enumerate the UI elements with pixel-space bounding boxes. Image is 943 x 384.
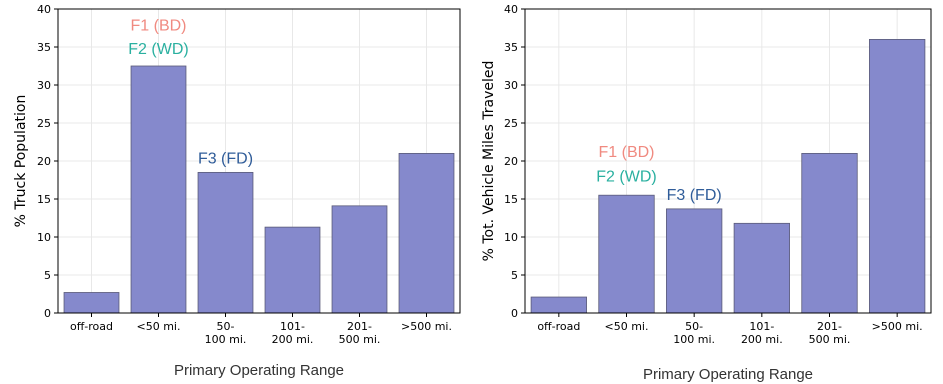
bar — [733, 222, 790, 314]
annotation-label: F3 (FD) — [667, 187, 722, 204]
bar — [63, 292, 120, 314]
y-tick-label: 30 — [37, 79, 51, 92]
bar — [331, 205, 388, 314]
y-tick-label: 25 — [37, 117, 51, 130]
y-tick-label: 40 — [504, 3, 518, 16]
y-tick-label: 0 — [44, 307, 51, 320]
y-tick-label: 5 — [511, 269, 518, 282]
y-tick-label: 0 — [511, 307, 518, 320]
annotation-label: F1 (BD) — [131, 17, 187, 34]
y-tick-label: 15 — [37, 193, 51, 206]
x-tick-label: >500 mi. — [872, 320, 923, 333]
y-axis-title: % Tot. Vehicle Miles Traveled — [481, 61, 497, 262]
y-tick-label: 35 — [37, 41, 51, 54]
x-tick-label: off-road — [537, 320, 580, 333]
x-tick-label: 101-200 mi. — [741, 320, 783, 346]
bar — [530, 296, 587, 314]
bar — [264, 226, 321, 314]
x-tick-label: off-road — [70, 320, 113, 333]
x-tick-label: >500 mi. — [401, 320, 452, 333]
y-tick-label: 10 — [37, 231, 51, 244]
y-tick-label: 5 — [44, 269, 51, 282]
bar — [197, 171, 254, 314]
y-tick-label: 25 — [504, 117, 518, 130]
x-tick-label: 50-100 mi. — [205, 320, 247, 346]
x-tick-label: 50-100 mi. — [673, 320, 715, 346]
x-tick-label: 201-500 mi. — [809, 320, 851, 346]
chart-panel-2: 0 5 10 15 20 25 30 35 40 off-road <50 mi. 50-100 mi… — [481, 3, 932, 383]
bar — [598, 194, 655, 314]
annotation-label: F2 (WD) — [596, 169, 656, 186]
x-tick-label: 101-200 mi. — [272, 320, 314, 346]
x-axis-title: Primary Operating Range — [643, 366, 813, 383]
annotation-label: F2 (WD) — [128, 41, 188, 58]
y-tick-label: 10 — [504, 231, 518, 244]
y-tick-label: 30 — [504, 79, 518, 92]
y-tick-label: 20 — [37, 155, 51, 168]
annotation-label: F3 (FD) — [198, 150, 253, 167]
bar — [130, 65, 187, 314]
bar — [398, 152, 455, 314]
y-tick-label: 40 — [37, 3, 51, 16]
y-axis-title: % Truck Population — [13, 95, 29, 228]
x-tick-label: 201-500 mi. — [339, 320, 381, 346]
chart-panel-1: 0 5 10 15 20 25 30 35 40 off-road <50 mi. 50-100 mi… — [13, 3, 461, 379]
bar — [869, 39, 926, 314]
y-tick-label: 15 — [504, 193, 518, 206]
y-tick-label: 35 — [504, 41, 518, 54]
x-axis-title: Primary Operating Range — [174, 362, 344, 379]
bar — [666, 208, 723, 314]
y-tick-label: 20 — [504, 155, 518, 168]
x-tick-label: <50 mi. — [605, 320, 649, 333]
annotation-label: F1 (BD) — [599, 144, 655, 161]
x-tick-label: <50 mi. — [137, 320, 181, 333]
bar — [801, 152, 858, 314]
